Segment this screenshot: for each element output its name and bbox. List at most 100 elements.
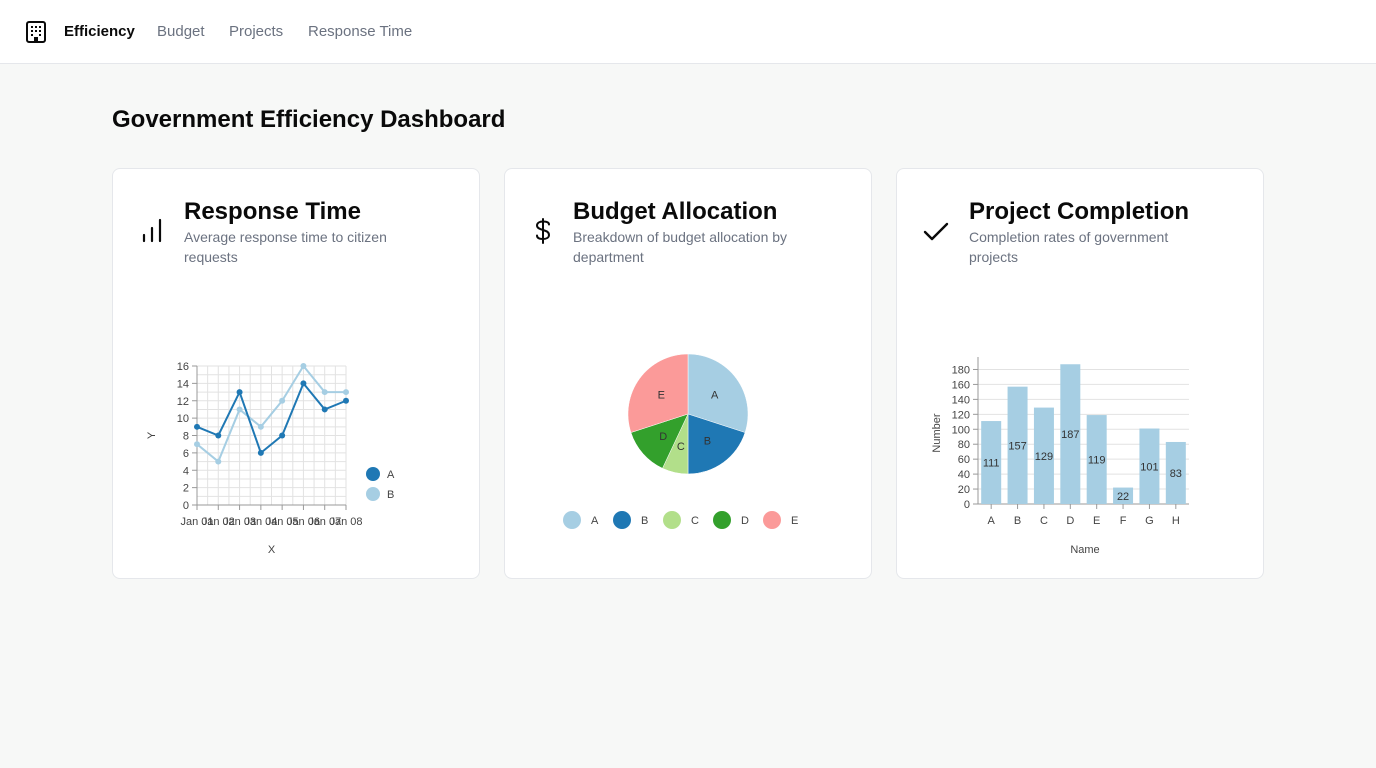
bar-F: [1113, 487, 1134, 504]
y-tick-label: 180: [952, 364, 970, 376]
y-tick-label: 2: [183, 483, 189, 495]
y-tick-label: 120: [952, 409, 970, 421]
data-point-B: [215, 458, 222, 465]
y-tick-label: 16: [177, 361, 189, 373]
legend-label-C: C: [691, 515, 699, 527]
series-line-A: [196, 381, 347, 455]
bar-chart-icon: [142, 218, 162, 243]
data-point-A: [215, 432, 222, 439]
card-title: Project Completion: [969, 198, 1190, 225]
legend-label-A: A: [591, 515, 599, 527]
nav-item-response-time[interactable]: Response Time: [308, 23, 413, 40]
bar-B: [1007, 386, 1028, 504]
y-tick-label: 80: [958, 439, 970, 451]
legend-marker-C: [663, 511, 681, 529]
x-tick-label: Jan 03: [223, 516, 256, 528]
legend-marker-A: [563, 511, 581, 529]
data-point-A: [321, 406, 328, 413]
check-icon: [923, 222, 949, 241]
x-tick-label: Jan 05: [266, 516, 299, 528]
x-tick-label: Jan 07: [308, 516, 341, 528]
data-point-B: [236, 406, 243, 413]
series-line-B: [196, 364, 346, 464]
x-tick-label: G: [1145, 515, 1154, 527]
y-tick-label: 60: [958, 454, 970, 466]
data-point-A: [236, 389, 243, 396]
data-point-A: [194, 423, 200, 430]
pie-slice-E: [627, 353, 689, 433]
legend-label-B: B: [641, 515, 648, 527]
bar-C: [1033, 407, 1054, 504]
data-point-B: [343, 389, 349, 396]
nav-item-projects[interactable]: Projects: [229, 23, 284, 40]
nav-item-budget[interactable]: Budget: [157, 23, 205, 40]
top-navigation: Efficiency Budget Projects Response Time: [0, 0, 1376, 64]
building-icon[interactable]: [26, 21, 46, 43]
y-tick-label: 40: [958, 469, 970, 481]
bar-value-label: 187: [1061, 429, 1079, 441]
card-title: Budget Allocation: [573, 198, 778, 225]
legend-marker-E: [763, 511, 781, 529]
x-axis-label: X: [268, 544, 276, 556]
pie-slice-label: D: [659, 431, 667, 443]
y-tick-label: 14: [177, 378, 189, 390]
data-point-B: [257, 423, 264, 430]
y-tick-label: 160: [952, 379, 970, 391]
pie-slice-label: A: [711, 390, 719, 402]
card-subtitle: Breakdown of budget allocation by depart…: [573, 229, 788, 265]
bar-D: [1060, 364, 1081, 504]
bar-value-label: 22: [1117, 491, 1129, 503]
pie-slice-label: B: [704, 436, 711, 448]
data-point-A: [343, 397, 349, 404]
card-title: Response Time: [184, 198, 361, 225]
x-tick-label: D: [1066, 515, 1074, 527]
y-tick-label: 8: [183, 431, 189, 443]
response-time-card: Response Time Average response time to c…: [112, 168, 480, 579]
legend-marker-A: [366, 467, 380, 481]
data-point-B: [321, 389, 328, 396]
x-tick-label: Jan 02: [202, 516, 235, 528]
y-tick-label: 12: [177, 396, 189, 408]
legend-label-A: A: [387, 469, 395, 481]
nav-item-efficiency[interactable]: Efficiency: [64, 23, 135, 40]
x-tick-label: Jan 06: [287, 516, 320, 528]
y-tick-label: 20: [958, 484, 970, 496]
x-axis-label: Name: [1070, 544, 1099, 556]
x-tick-label: Jan 08: [329, 516, 362, 528]
x-tick-label: A: [988, 515, 996, 527]
bar-value-label: 111: [983, 458, 1000, 470]
bar-A: [981, 421, 1002, 504]
y-tick-label: 10: [177, 413, 189, 425]
y-tick-label: 0: [964, 499, 970, 511]
x-tick-label: B: [1014, 515, 1021, 527]
page-title: Government Efficiency Dashboard: [112, 106, 506, 133]
bar-H: [1165, 441, 1186, 504]
x-tick-label: Jan 01: [180, 516, 213, 528]
y-tick-label: 6: [183, 448, 189, 460]
y-axis-label: Y: [146, 431, 158, 439]
pie-slice-label: C: [677, 441, 685, 453]
legend-label-E: E: [791, 515, 798, 527]
project-completion-card: Project Completion Completion rates of g…: [896, 168, 1264, 579]
y-tick-label: 4: [183, 465, 189, 477]
data-point-A: [257, 449, 264, 456]
x-tick-label: C: [1040, 515, 1048, 527]
y-axis-label: Number: [931, 413, 943, 452]
data-point-A: [279, 432, 286, 439]
legend-label-D: D: [741, 515, 749, 527]
x-tick-label: H: [1172, 515, 1180, 527]
dollar-icon: [535, 218, 551, 244]
y-tick-label: 0: [183, 500, 189, 512]
x-tick-label: Jan 04: [244, 516, 277, 528]
data-point-B: [300, 363, 307, 369]
legend-marker-D: [713, 511, 731, 529]
legend-marker-B: [613, 511, 631, 529]
x-tick-label: E: [1093, 515, 1100, 527]
bar-value-label: 101: [1140, 461, 1158, 473]
bar-value-label: 129: [1035, 451, 1053, 463]
y-tick-label: 140: [952, 394, 970, 406]
data-point-A: [300, 380, 307, 387]
data-point-B: [194, 441, 200, 448]
